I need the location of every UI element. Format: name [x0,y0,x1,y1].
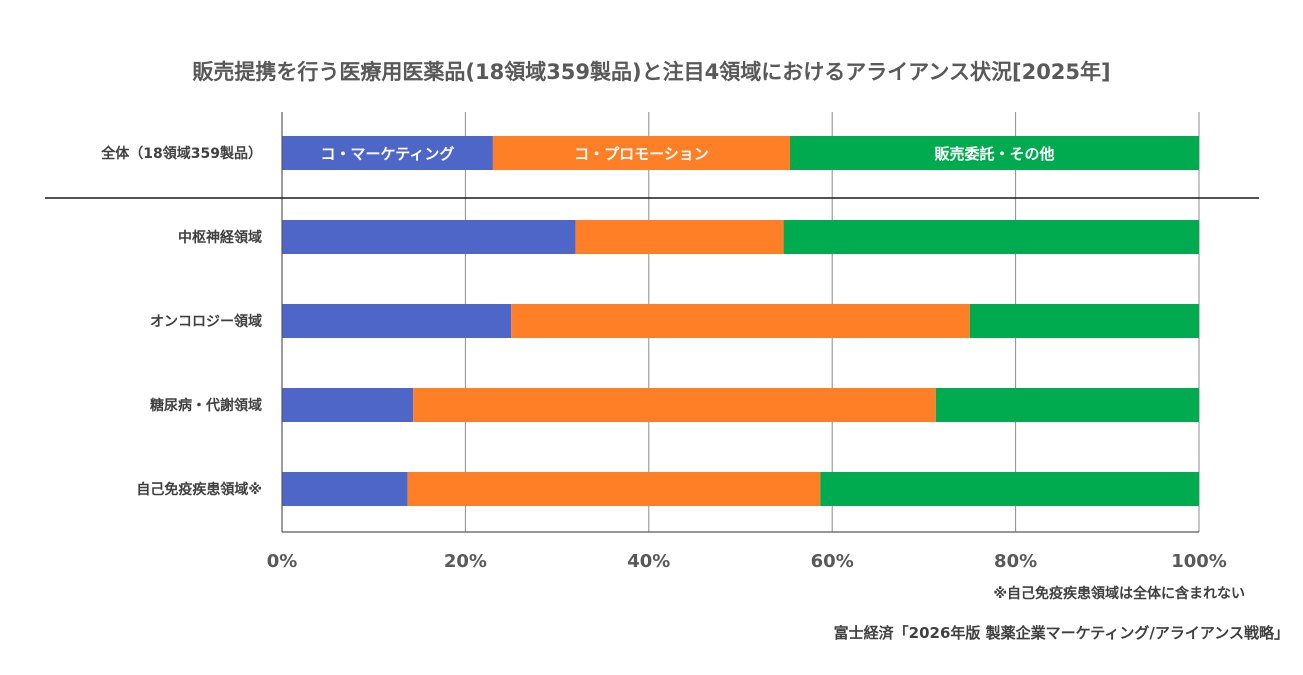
x-tick-label: 0% [267,551,298,572]
bar-segment [282,472,408,506]
bar-segment [575,220,784,254]
bar-segment [511,304,970,338]
x-tick-label: 60% [811,551,854,572]
legend-label: コ・プロモーション [574,145,709,163]
legend-label: コ・マーケティング [321,145,455,163]
bar-segment [282,136,493,170]
bar-segment [935,388,1199,422]
bar-segment [492,136,791,170]
x-tick-label: 100% [1171,551,1227,572]
category-label: オンコロジー領域 [150,313,262,330]
x-tick-label: 40% [627,551,670,572]
category-label: 糖尿病・代謝領域 [150,397,262,414]
category-label: 中枢神経領域 [178,229,262,246]
bar-segment [820,472,1199,506]
bar-segment [413,388,936,422]
legend-label: 販売委託・その他 [935,145,1055,163]
chart-source: 富士経済「2026年版 製薬企業マーケティング/アライアンス戦略」 [833,624,1289,642]
labels: 0% 20% 40% 60% 80% 100% コ・マーケティング コ・プロモーション 販売委託… [100,145,1227,572]
bar-segment [407,472,821,506]
bar-segment [969,304,1199,338]
bar-segment [282,388,414,422]
bar-segment [790,136,1199,170]
category-label: 全体（18領域359製品） [100,145,262,162]
chart-title: 販売提携を行う医療用医薬品(18領域359製品)と注目4領域におけるアライアンス… [192,60,1111,84]
bars [282,136,1199,506]
chart-footnote: ※自己免疫疾患領域は全体に含まれない [993,586,1245,602]
x-tick-label: 80% [994,551,1037,572]
category-label: 自己免疫疾患領域※ [136,481,262,498]
bar-segment [783,220,1199,254]
bar-segment [282,304,512,338]
bar-segment [282,220,576,254]
axes [45,112,1259,533]
x-tick-label: 20% [444,551,487,572]
